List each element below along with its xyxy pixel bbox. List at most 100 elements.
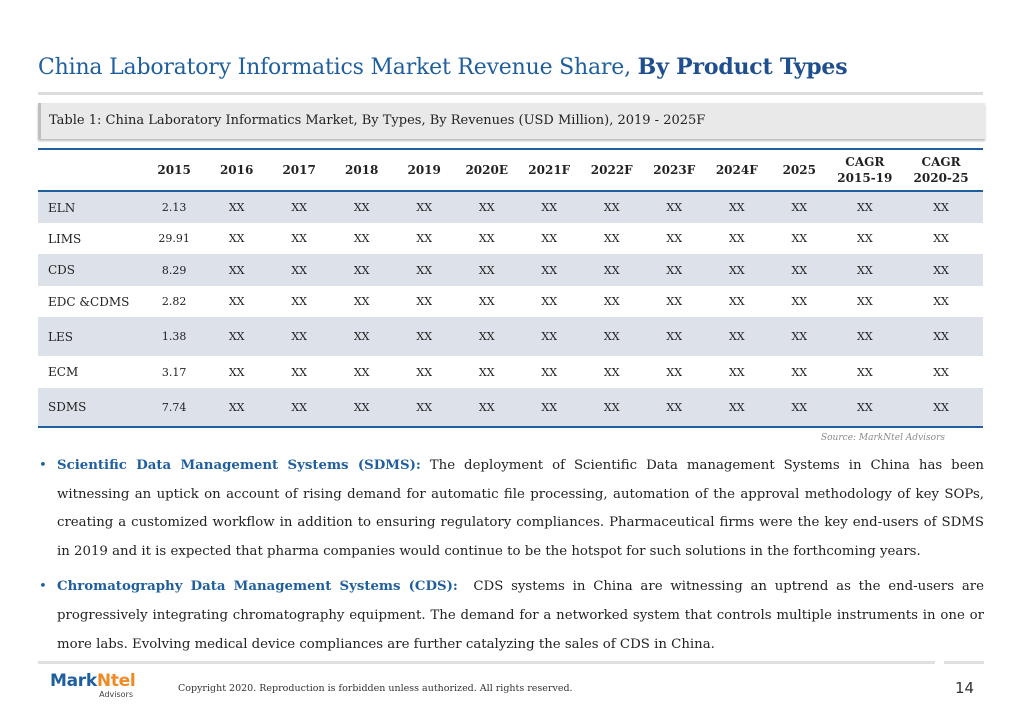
row-label: ECM xyxy=(48,365,79,379)
table-cell: XX xyxy=(392,388,456,428)
table-cell: 2.13 xyxy=(142,191,206,223)
table-row: LIMS 29.91 XX XX XX XX XX XX XX XX XX XX XX XX xyxy=(38,223,983,254)
table-cell: 7.74 xyxy=(142,388,206,428)
bullet-dot-icon: • xyxy=(39,579,47,595)
table-cell: XX xyxy=(933,295,949,308)
table-cell: XX xyxy=(541,365,558,379)
column-header-line: 2025 xyxy=(782,163,816,177)
column-header-line: 2020E xyxy=(465,163,508,177)
table-cell: XX xyxy=(478,232,495,245)
table-cell: XX xyxy=(205,254,268,286)
bullet-sdms: • Scientific Data Management Systems (SD… xyxy=(38,452,984,566)
table-cell: XX xyxy=(455,254,518,286)
column-header: CAGR 2015-19 xyxy=(830,149,900,192)
table-cell: 8.29 xyxy=(142,254,206,286)
column-header: 2024F xyxy=(705,149,769,192)
table-cell: XX xyxy=(643,254,706,286)
page-title-regular: China Laboratory Informatics Market Reve… xyxy=(38,55,631,80)
table-cell: XX xyxy=(267,317,331,356)
table-cell: XX xyxy=(933,365,949,379)
table-cell: XX xyxy=(541,232,558,245)
page-title: China Laboratory Informatics Market Reve… xyxy=(38,54,848,80)
table-cell: XX xyxy=(353,365,370,379)
table-cell: XX xyxy=(666,295,683,308)
revenue-table: 2015 2016 2017 2018 2019 2020E 2021F 2022F 2023F… xyxy=(38,148,983,428)
table-cell: XX xyxy=(580,317,643,356)
table-cell: XX xyxy=(666,365,683,379)
column-header-line: 2019 xyxy=(407,163,441,177)
column-header: 2017 xyxy=(267,149,331,192)
table-cell: XX xyxy=(705,254,769,286)
table-cell: XX xyxy=(728,232,745,245)
table-cell: XX xyxy=(768,191,831,223)
logo-mark-a: Mark xyxy=(50,671,97,691)
column-header: 2020E xyxy=(455,149,518,192)
title-divider xyxy=(38,92,983,95)
table-cell: XX xyxy=(643,191,706,223)
table-cell: XX xyxy=(353,295,370,308)
table-cell: XX xyxy=(478,365,495,379)
column-header-line: 2021F xyxy=(528,163,571,177)
bullet-list: • Scientific Data Management Systems (SD… xyxy=(38,452,984,659)
column-header-line: 2015-19 xyxy=(837,171,893,185)
table-cell: XX xyxy=(267,388,331,428)
table-cell: XX xyxy=(768,388,831,428)
table-caption-box: Table 1: China Laboratory Informatics Ma… xyxy=(38,103,985,139)
table-cell: 1.38 xyxy=(142,317,206,356)
table-cell: XX xyxy=(478,295,495,308)
table-cell: XX xyxy=(580,254,643,286)
bullet-text: CDS systems in China are witnessing an u… xyxy=(57,579,984,652)
bullet-lead: Scientific Data Management Systems (SDMS… xyxy=(57,458,421,473)
column-header-line: 2020-25 xyxy=(913,171,969,185)
column-header-line: 2015 xyxy=(157,163,191,177)
column-header-line: 2016 xyxy=(219,163,254,177)
table-cell: XX xyxy=(666,232,683,245)
table-cell: XX xyxy=(517,388,581,428)
table-row: CDS 8.29 XX XX XX XX XX XX XX XX XX XX XX XX xyxy=(38,254,983,286)
logo-sub: Advisors xyxy=(99,690,133,699)
table-cell: XX xyxy=(392,254,456,286)
table-cell: XX xyxy=(330,191,393,223)
logo-mark-b: Ntel xyxy=(96,671,136,691)
page-title-bold: By Product Types xyxy=(637,54,848,80)
table-cell: XX xyxy=(899,254,983,286)
bullet-dot-icon: • xyxy=(39,458,47,473)
table-cell: XX xyxy=(205,317,268,356)
table-cell: XX xyxy=(643,388,706,428)
table-cell: XX xyxy=(830,388,900,428)
table-cell: XX xyxy=(643,317,706,356)
table-cell: XX xyxy=(455,317,518,356)
table-cell: XX xyxy=(830,191,900,223)
row-label: LES xyxy=(38,317,143,356)
table-cell: 3.17 xyxy=(161,365,187,379)
column-header: 2015 xyxy=(142,149,206,192)
table-cell: XX xyxy=(705,191,769,223)
table-cell: XX xyxy=(899,317,983,356)
table-cell: XX xyxy=(330,317,393,356)
row-label: EDC &CDMS xyxy=(48,294,130,309)
column-header: 2022F xyxy=(580,149,643,192)
table-row: SDMS 7.74 XX XX XX XX XX XX XX XX XX XX XX XX xyxy=(38,388,983,428)
table-cell: XX xyxy=(603,295,620,308)
table-cell: XX xyxy=(205,191,268,223)
table-cell: XX xyxy=(791,365,808,379)
page-number: 14 xyxy=(955,679,975,697)
table-cell: XX xyxy=(705,388,769,428)
table-header-row: 2015 2016 2017 2018 2019 2020E 2021F 2022F 2023F… xyxy=(38,149,983,192)
bullet-text: The deployment of Scientific Data manage… xyxy=(57,458,984,559)
row-label: ELN xyxy=(38,191,143,223)
table-cell: XX xyxy=(830,254,900,286)
table-cell: XX xyxy=(933,232,949,245)
table-cell: XX xyxy=(517,317,581,356)
table-cell: XX xyxy=(768,317,831,356)
bullet-cds: • Chromatography Data Management Systems… xyxy=(38,573,984,659)
table-cell: XX xyxy=(768,254,831,286)
marknetel-logo: MarkNtel Advisors xyxy=(50,672,140,706)
table-cell: XX xyxy=(541,295,558,308)
table-caption: Table 1: China Laboratory Informatics Ma… xyxy=(49,113,706,128)
table-cell: XX xyxy=(580,191,643,223)
table-cell: XX xyxy=(580,388,643,428)
table-cell: XX xyxy=(416,365,433,379)
column-header xyxy=(38,149,143,192)
table-cell: XX xyxy=(791,232,808,245)
